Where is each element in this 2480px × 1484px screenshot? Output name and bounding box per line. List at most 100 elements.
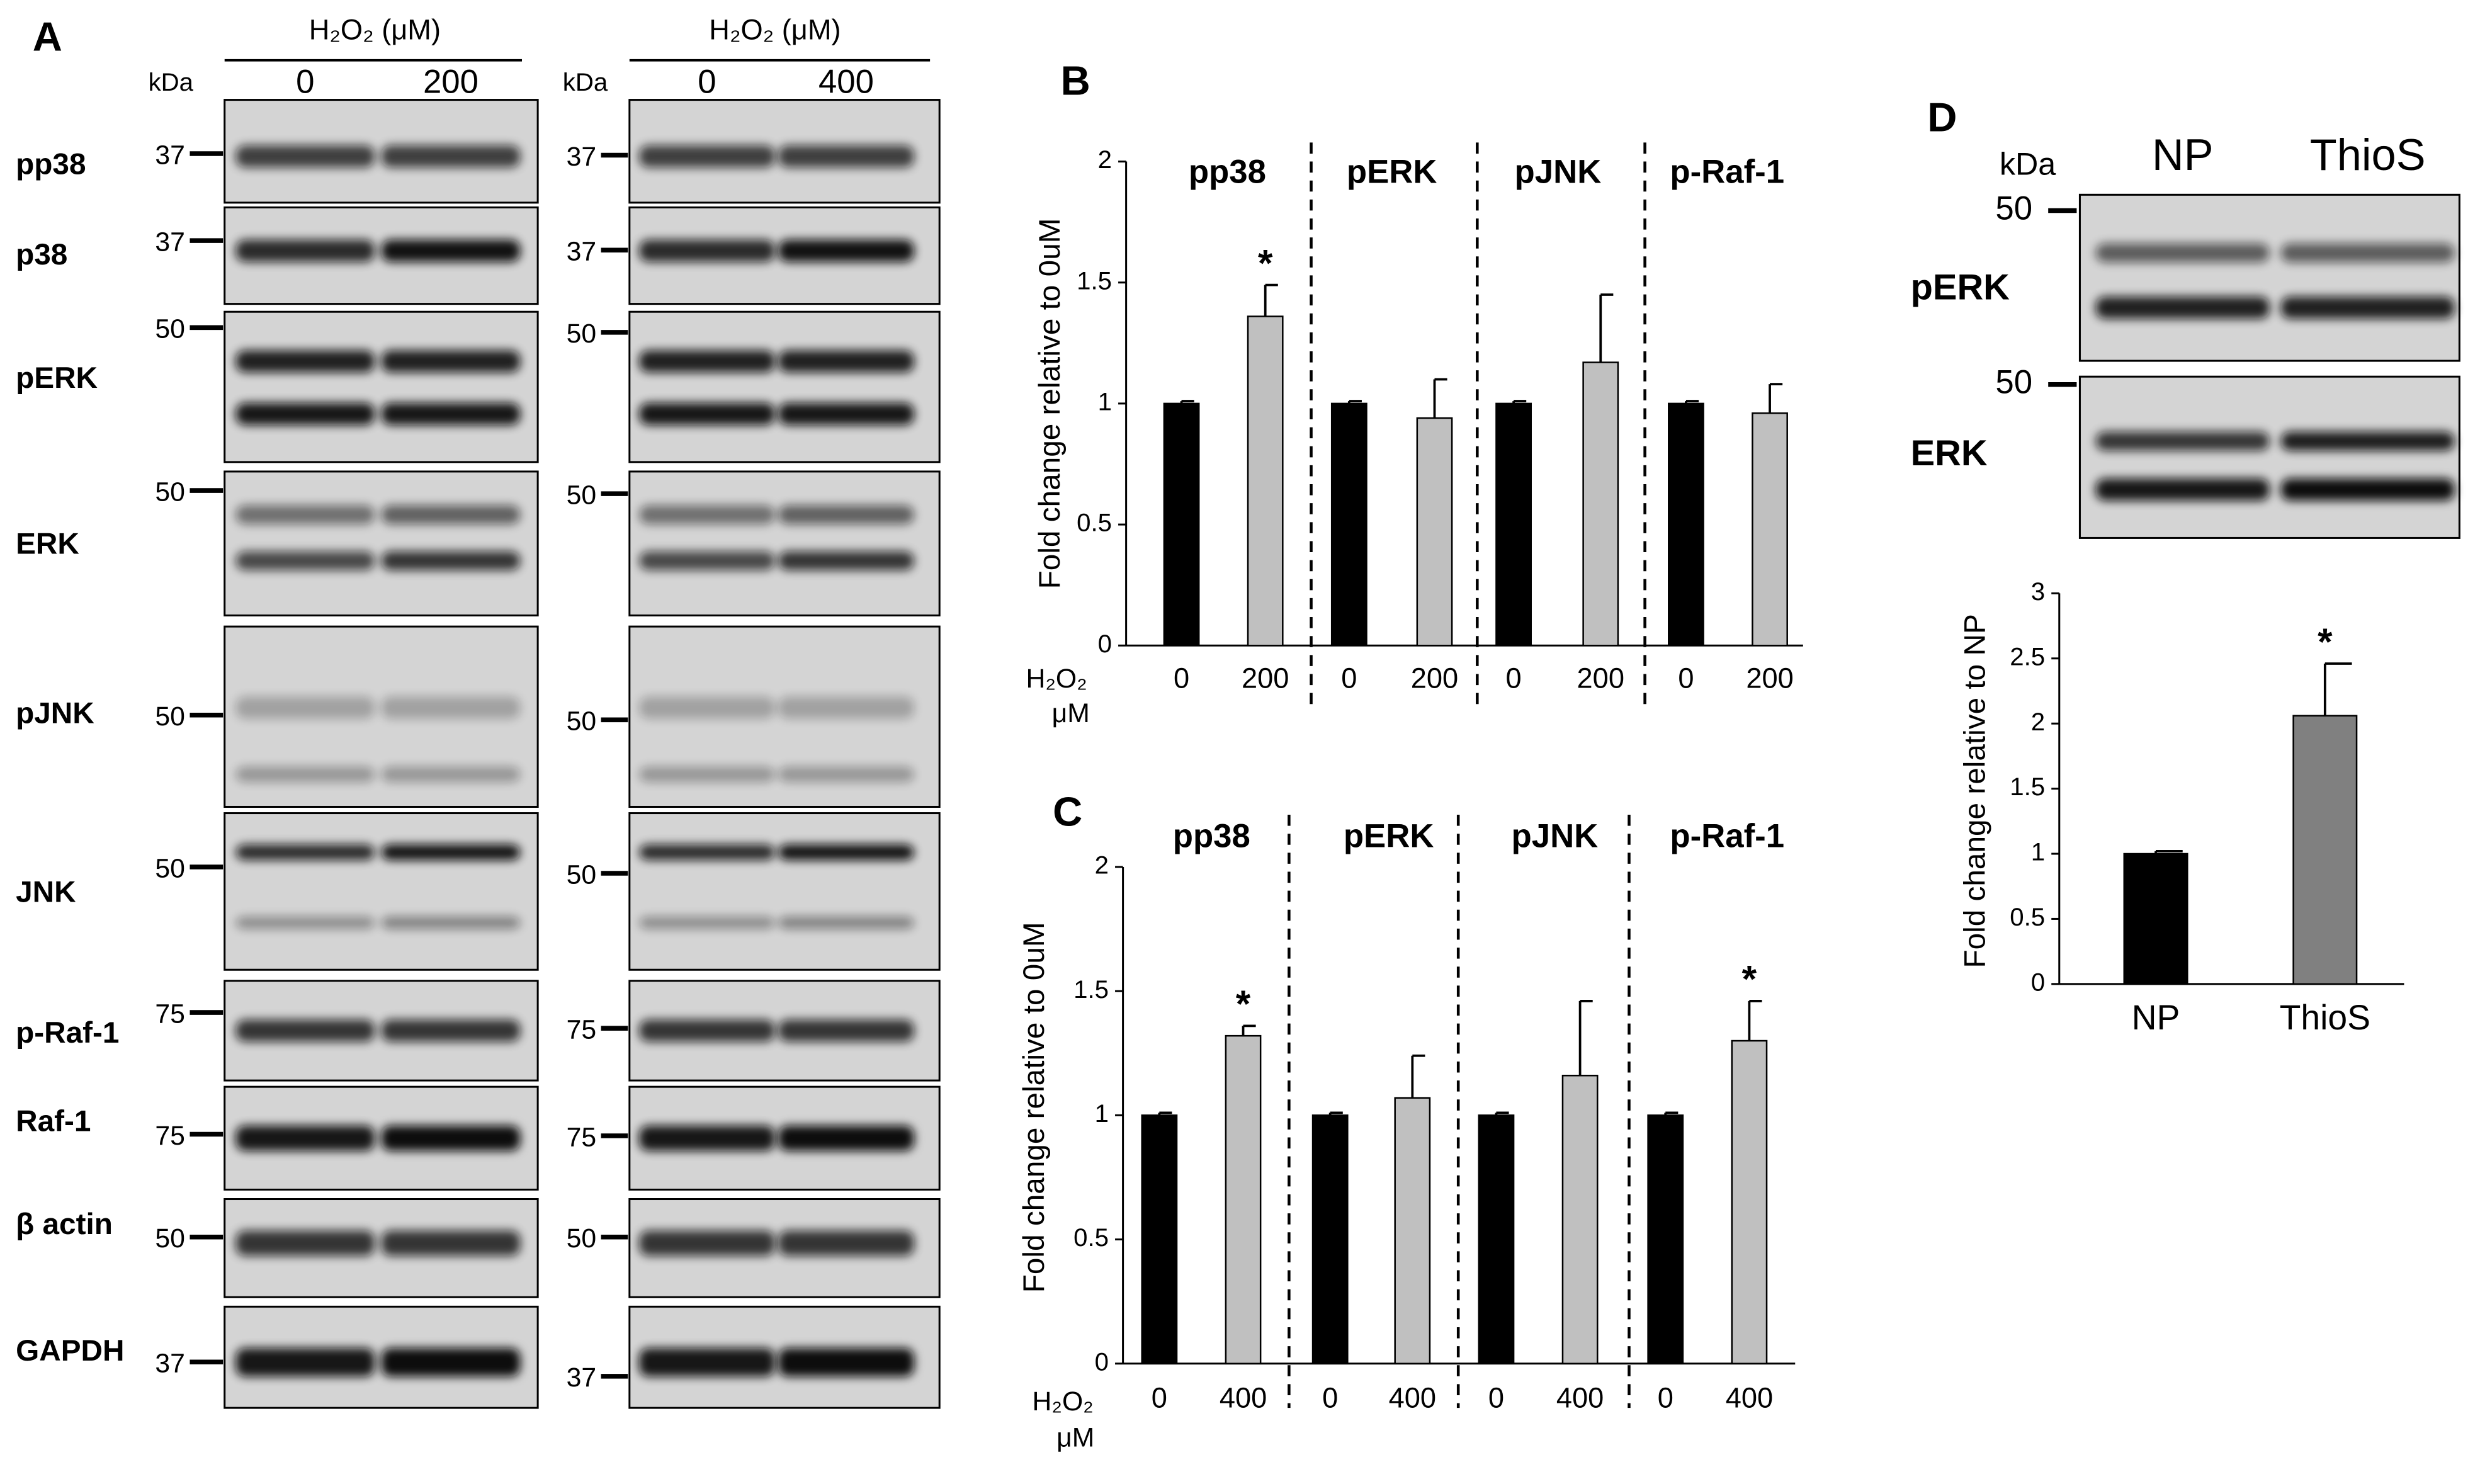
row-label: JNK xyxy=(16,875,76,909)
blot-band xyxy=(638,766,775,783)
blot-band xyxy=(235,1019,375,1042)
kda-marker: 50 xyxy=(1995,190,2032,227)
bar xyxy=(2292,715,2358,985)
lane-label: 0 xyxy=(698,63,716,100)
bar xyxy=(2123,852,2188,985)
blot-band xyxy=(235,551,375,570)
y-tick-label: 2 xyxy=(2031,708,2045,736)
blot-band xyxy=(778,145,915,167)
blot-band xyxy=(381,1230,521,1256)
blot-box xyxy=(628,470,941,617)
blot-header: H₂O₂ (μM) xyxy=(309,13,441,45)
blot-band xyxy=(778,844,915,861)
blot-band xyxy=(381,350,521,373)
kda-label: kDa xyxy=(149,68,194,96)
kda-marker: 75 xyxy=(567,1014,596,1045)
x-tick-label: 0 xyxy=(1174,662,1189,694)
kda-marker: 75 xyxy=(155,999,184,1029)
significance-mark: * xyxy=(1742,958,1757,1000)
significance-mark: * xyxy=(2318,620,2333,663)
x-tick-label: 0 xyxy=(1678,662,1694,694)
blot-band xyxy=(638,1348,775,1377)
panel-label: C xyxy=(1053,788,1082,834)
kda-marker: 50 xyxy=(155,701,184,732)
blot-band xyxy=(778,505,915,524)
blot-band xyxy=(778,1348,915,1377)
error-bar xyxy=(2154,850,2183,854)
blot-header: H₂O₂ (μM) xyxy=(709,13,841,45)
group-label: pERK xyxy=(1347,154,1437,191)
kda-marker: 37 xyxy=(155,1349,184,1379)
error-bar xyxy=(1512,400,1527,404)
significance-mark: * xyxy=(1236,982,1251,1025)
lane-label: 200 xyxy=(423,63,478,100)
error-bar xyxy=(1180,400,1194,404)
kda-marker: 50 xyxy=(567,1223,596,1254)
error-bar xyxy=(1158,1111,1172,1116)
x-tick-label: 400 xyxy=(1726,1381,1773,1413)
blot-band xyxy=(778,402,915,426)
blot-band xyxy=(778,1125,915,1151)
row-label: ERK xyxy=(1911,433,1988,473)
group-label: p-Raf-1 xyxy=(1670,154,1784,191)
y-tick-label: 1 xyxy=(2031,838,2045,866)
x-tick-label: 200 xyxy=(1242,662,1289,694)
row-label: pERK xyxy=(1911,267,2010,307)
blot-box xyxy=(628,812,941,971)
row-label: pp38 xyxy=(16,148,86,181)
bar xyxy=(1225,1034,1262,1365)
blot-band xyxy=(778,1019,915,1042)
panel-label: B xyxy=(1061,58,1090,104)
error-bar xyxy=(1578,1000,1593,1076)
bar xyxy=(1163,402,1200,647)
blot-box xyxy=(2078,193,2460,362)
kda-marker: 75 xyxy=(567,1122,596,1152)
x-tick-label: 0 xyxy=(1658,1381,1673,1413)
y-tick-label: 2 xyxy=(1095,851,1109,880)
blot-band xyxy=(638,551,775,570)
error-bar xyxy=(1664,1111,1679,1116)
blot-band xyxy=(778,696,915,719)
x-tick-label: 0 xyxy=(1341,662,1357,694)
blot-band xyxy=(381,844,521,861)
blot-band xyxy=(235,766,375,783)
error-bar xyxy=(1411,1054,1425,1098)
error-bar xyxy=(1599,293,1614,363)
bar xyxy=(1582,361,1619,647)
error-bar xyxy=(1347,400,1362,404)
kda-label: kDa xyxy=(2000,146,2056,181)
x-tick-label: 200 xyxy=(1746,662,1793,694)
y-axis-label: Fold change relative to 0uM xyxy=(1017,922,1051,1293)
kda-marker: 50 xyxy=(567,859,596,890)
blot-band xyxy=(381,402,521,426)
blot-band xyxy=(235,916,375,929)
blot-band xyxy=(2280,478,2455,501)
blot-box xyxy=(628,310,941,463)
blot-band xyxy=(235,239,375,262)
blot-band xyxy=(638,350,775,373)
blot-band xyxy=(381,1019,521,1042)
significance-mark: * xyxy=(1258,241,1273,284)
blot-band xyxy=(778,916,915,929)
panel-label: D xyxy=(1927,94,1957,140)
kda-marker: 37 xyxy=(155,140,184,170)
y-tick-label: 2.5 xyxy=(2010,642,2045,671)
kda-marker: 50 xyxy=(567,319,596,349)
blot-band xyxy=(2095,243,2270,263)
row-label: β actin xyxy=(16,1208,113,1241)
y-tick-label: 1 xyxy=(1098,388,1112,416)
bar xyxy=(1647,1114,1684,1365)
blot-band xyxy=(235,1125,375,1151)
y-tick-label: 1.5 xyxy=(2010,773,2045,801)
blot-band xyxy=(638,696,775,719)
blot-band xyxy=(235,145,375,167)
bar xyxy=(1311,1114,1349,1365)
x-tick-label: 400 xyxy=(1556,1381,1604,1413)
blot-box xyxy=(224,470,539,617)
lane-label: NP xyxy=(2152,130,2214,179)
x-tick-label: 400 xyxy=(1220,1381,1267,1413)
error-bar xyxy=(1685,400,1699,404)
blot-band xyxy=(2095,431,2270,451)
x-tick-label: 200 xyxy=(1577,662,1624,694)
